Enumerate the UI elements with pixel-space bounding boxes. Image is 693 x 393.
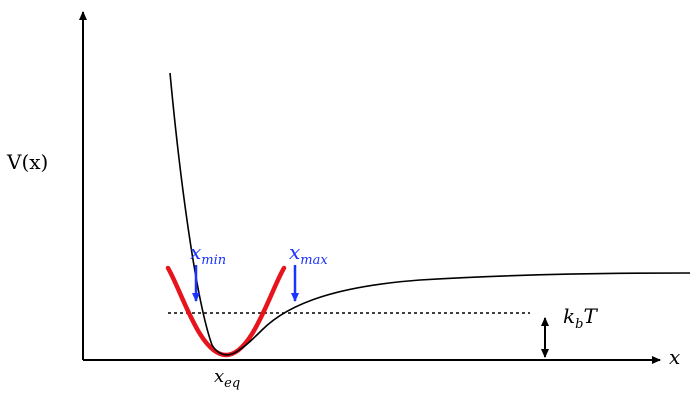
x-axis-label: x bbox=[669, 345, 681, 369]
harmonic-approximation-curve bbox=[165, 265, 287, 358]
x-min-label: xmin bbox=[190, 240, 227, 268]
y-axis-label: V(x) bbox=[7, 150, 49, 174]
x-max-label: xmax bbox=[289, 240, 328, 268]
x-eq-label: xeq bbox=[214, 366, 241, 391]
kbt-label: kbT bbox=[563, 304, 597, 332]
